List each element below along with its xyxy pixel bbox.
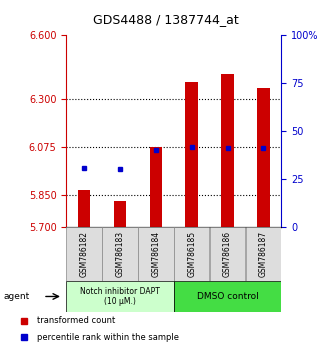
Bar — [257, 88, 270, 227]
Bar — [67, 281, 173, 312]
Bar — [185, 82, 198, 227]
Text: transformed count: transformed count — [37, 316, 116, 325]
Bar — [102, 227, 138, 281]
Bar — [210, 227, 245, 281]
Bar — [138, 227, 173, 281]
Bar — [174, 227, 210, 281]
Text: GSM786186: GSM786186 — [223, 231, 232, 277]
Bar — [78, 190, 90, 227]
Text: agent: agent — [3, 292, 29, 301]
Text: DMSO control: DMSO control — [197, 292, 259, 301]
Bar — [221, 74, 234, 227]
Text: GSM786182: GSM786182 — [80, 231, 89, 277]
Bar — [67, 227, 102, 281]
Text: GSM786185: GSM786185 — [187, 231, 196, 277]
Text: percentile rank within the sample: percentile rank within the sample — [37, 333, 179, 342]
Text: Notch inhibitor DAPT
(10 μM.): Notch inhibitor DAPT (10 μM.) — [80, 287, 160, 306]
Text: GSM786187: GSM786187 — [259, 231, 268, 277]
Bar — [174, 281, 281, 312]
Text: GSM786184: GSM786184 — [151, 231, 160, 277]
Text: GSM786183: GSM786183 — [116, 231, 124, 277]
Text: GDS4488 / 1387744_at: GDS4488 / 1387744_at — [93, 13, 238, 26]
Bar — [114, 201, 126, 227]
Bar — [246, 227, 281, 281]
Bar — [150, 147, 162, 227]
